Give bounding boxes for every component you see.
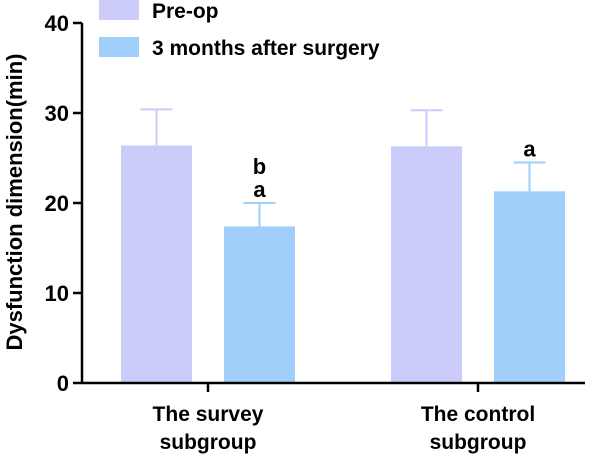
error-bars	[140, 108, 546, 227]
error-bar-1-2	[410, 109, 443, 147]
axes: 0 10 20 30 40 The survey subgroup The control su…	[45, 11, 585, 454]
y-tick-label: 10	[45, 281, 69, 306]
x-tick-label: The survey	[153, 403, 264, 426]
x-tick-label: subgroup	[430, 431, 527, 454]
bar-1-2	[391, 146, 462, 383]
error-bar-2-2	[513, 161, 546, 192]
bar-1-1	[121, 145, 192, 383]
y-axis-title: Dysfunction dimension(min)	[2, 54, 27, 351]
y-tick-label: 0	[57, 371, 69, 396]
x-tick-label: subgroup	[160, 431, 257, 454]
legend-swatch	[99, 37, 139, 57]
error-bar-2-1	[243, 202, 276, 227]
y-tick-label: 40	[45, 11, 69, 36]
y-tick-label: 20	[45, 191, 69, 216]
bars	[121, 145, 565, 383]
x-tick-label: The control	[421, 403, 535, 426]
annotation-label: b	[253, 154, 266, 179]
significance-annotations: baa	[253, 137, 537, 203]
legend-swatch	[99, 0, 139, 20]
legend: Pre-op 3 months after surgery	[99, 0, 380, 60]
bar-2-2	[494, 191, 565, 383]
bar-2-1	[224, 226, 295, 383]
error-bar-1-1	[140, 108, 173, 146]
legend-label: 3 months after surgery	[152, 37, 380, 60]
legend-label: Pre-op	[152, 0, 219, 23]
annotation-label: a	[253, 177, 266, 202]
y-tick-label: 30	[45, 101, 69, 126]
annotation-label: a	[523, 137, 536, 162]
